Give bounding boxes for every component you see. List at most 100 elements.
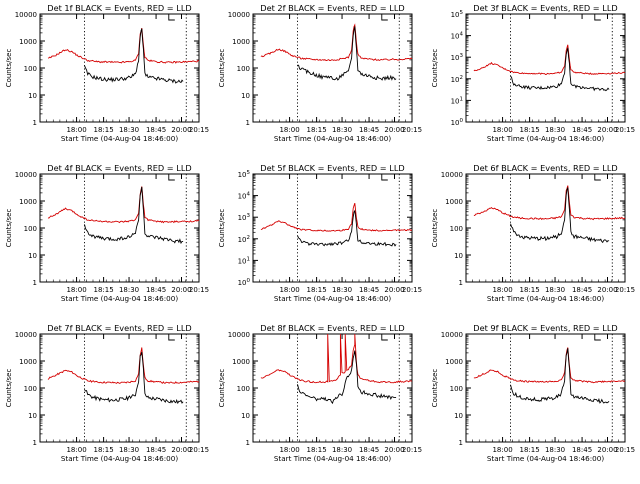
- panel-det-1: Det 1f BLACK = Events, RED = LLD 1 10 100 10…: [5, 3, 209, 143]
- y-tick-label: 10000: [441, 331, 463, 339]
- panel-det-7: Det 7f BLACK = Events, RED = LLD 1 10 100 10…: [5, 323, 209, 463]
- panel-title: Det 7f BLACK = Events, RED = LLD: [47, 323, 191, 333]
- y-tick-label: 100: [24, 65, 37, 73]
- x-tick-label: 18:00: [279, 446, 299, 454]
- x-tick-label: 18:15: [307, 446, 327, 454]
- x-tick-label: 18:45: [572, 126, 592, 134]
- plot-frame: [39, 13, 200, 123]
- y-tick-label: 10000: [15, 331, 37, 339]
- x-tick-label: 20:15: [189, 446, 209, 454]
- x-tick-label: 18:45: [572, 446, 592, 454]
- x-tick-label: 18:45: [146, 126, 166, 134]
- events-series-line: [297, 26, 397, 82]
- y-tick-label: 10000: [441, 171, 463, 179]
- y-tick-label: 1: [246, 119, 250, 127]
- y-tick-label: 10000: [15, 11, 37, 19]
- x-axis-label: Start Time (04-Aug-04 18:46:00): [274, 134, 391, 143]
- x-tick-label: 18:15: [94, 446, 114, 454]
- y-tick-label: 101: [451, 96, 463, 105]
- x-tick-label: 20:15: [615, 446, 635, 454]
- x-axis-label: Start Time (04-Aug-04 18:46:00): [274, 294, 391, 303]
- y-axis-label: Counts/sec: [218, 369, 226, 408]
- x-tick-label: 20:15: [402, 446, 422, 454]
- x-tick-label: 20:15: [189, 286, 209, 294]
- y-tick-label: 100: [24, 225, 37, 233]
- x-tick-label: 18:15: [520, 126, 540, 134]
- y-tick-label: 1000: [232, 358, 250, 366]
- y-tick-label: 10: [241, 412, 250, 420]
- time-range-marker: [381, 334, 388, 341]
- y-tick-label: 1: [33, 119, 37, 127]
- x-tick-label: 18:30: [119, 446, 139, 454]
- x-tick-label: 18:15: [520, 286, 540, 294]
- x-tick-label: 18:00: [66, 126, 86, 134]
- events-series-line: [84, 28, 184, 84]
- y-tick-label: 102: [451, 75, 463, 84]
- x-tick-label: 20:00: [597, 446, 617, 454]
- x-tick-label: 20:00: [384, 446, 404, 454]
- y-tick-label: 1000: [19, 358, 37, 366]
- y-tick-label: 100: [237, 65, 250, 73]
- panel-det-3: Det 3f BLACK = Events, RED = LLD 100 101 10…: [431, 3, 635, 143]
- plot-frame: [465, 333, 626, 443]
- x-tick-label: 18:45: [359, 126, 379, 134]
- panel-title: Det 6f BLACK = Events, RED = LLD: [473, 163, 617, 173]
- panel-title: Det 1f BLACK = Events, RED = LLD: [47, 3, 191, 13]
- events-series-line: [510, 47, 610, 92]
- y-tick-label: 1000: [19, 38, 37, 46]
- y-tick-label: 1: [246, 439, 250, 447]
- y-tick-label: 10: [28, 412, 37, 420]
- x-tick-label: 18:15: [307, 286, 327, 294]
- x-tick-label: 20:00: [171, 446, 191, 454]
- x-axis-label: Start Time (04-Aug-04 18:46:00): [487, 294, 604, 303]
- panel-det-4: Det 4f BLACK = Events, RED = LLD 1 10 100 10…: [5, 163, 209, 303]
- x-tick-label: 20:00: [171, 126, 191, 134]
- lld-series-line: [473, 185, 626, 221]
- lld-series-line: [260, 23, 413, 62]
- x-tick-label: 18:45: [572, 286, 592, 294]
- events-series-line: [510, 187, 610, 244]
- y-tick-label: 101: [238, 256, 250, 265]
- x-axis-label: Start Time (04-Aug-04 18:46:00): [487, 134, 604, 143]
- y-tick-label: 105: [451, 10, 464, 19]
- x-tick-label: 18:30: [119, 126, 139, 134]
- x-tick-label: 18:45: [359, 446, 379, 454]
- plot-frame: [39, 173, 200, 283]
- x-tick-label: 18:00: [492, 446, 512, 454]
- lld-series-line: [47, 186, 200, 224]
- x-tick-label: 20:00: [597, 126, 617, 134]
- y-tick-label: 1: [33, 279, 37, 287]
- time-range-marker: [381, 174, 388, 181]
- y-tick-label: 103: [238, 213, 251, 222]
- y-tick-label: 10: [241, 92, 250, 100]
- x-tick-label: 18:00: [492, 126, 512, 134]
- x-tick-label: 18:30: [545, 286, 565, 294]
- time-range-marker: [594, 334, 601, 341]
- time-range-marker: [168, 14, 175, 21]
- x-tick-label: 20:15: [615, 286, 635, 294]
- x-tick-label: 18:15: [307, 126, 327, 134]
- x-axis-label: Start Time (04-Aug-04 18:46:00): [61, 134, 178, 143]
- plot-frame: [252, 333, 413, 443]
- x-tick-label: 18:30: [545, 446, 565, 454]
- plot-frame: [465, 13, 626, 123]
- y-tick-label: 100: [450, 225, 463, 233]
- x-tick-label: 20:15: [615, 126, 635, 134]
- x-tick-label: 18:15: [94, 126, 114, 134]
- y-tick-label: 10: [28, 252, 37, 260]
- y-tick-label: 10: [28, 92, 37, 100]
- x-tick-label: 20:00: [597, 286, 617, 294]
- panel-det-9: Det 9f BLACK = Events, RED = LLD 1 10 100 10…: [431, 323, 635, 463]
- x-tick-label: 20:00: [171, 286, 191, 294]
- x-axis-label: Start Time (04-Aug-04 18:46:00): [61, 454, 178, 463]
- x-axis-label: Start Time (04-Aug-04 18:46:00): [274, 454, 391, 463]
- y-axis-label: Counts/sec: [431, 49, 439, 88]
- y-tick-label: 100: [451, 118, 464, 127]
- panel-title: Det 4f BLACK = Events, RED = LLD: [47, 163, 191, 173]
- x-tick-label: 20:00: [384, 126, 404, 134]
- y-tick-label: 105: [238, 170, 251, 179]
- y-tick-label: 10: [454, 252, 463, 260]
- y-tick-label: 1000: [232, 38, 250, 46]
- y-tick-label: 1: [33, 439, 37, 447]
